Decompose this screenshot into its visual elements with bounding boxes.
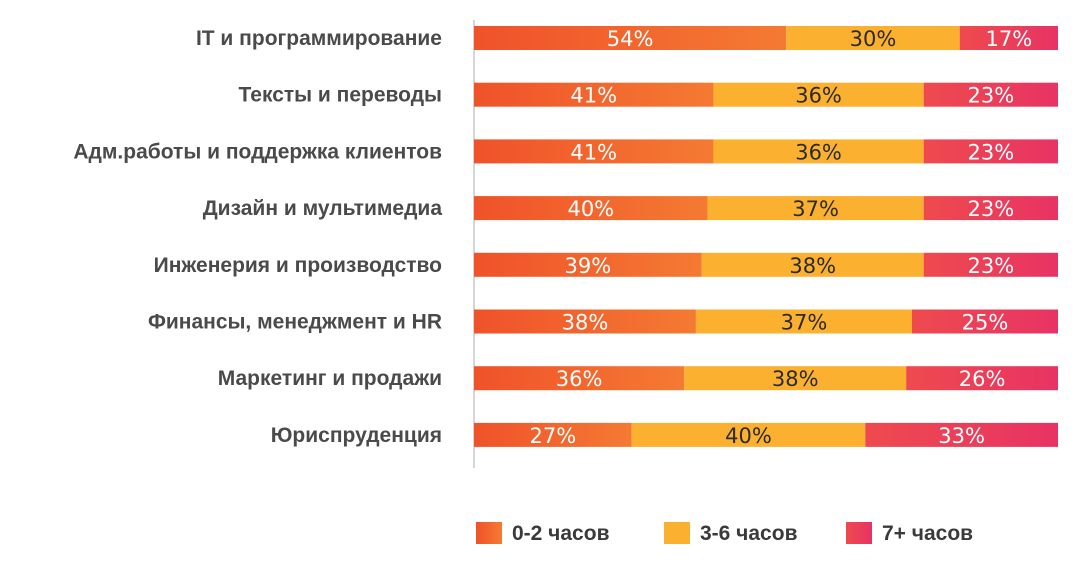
bar-row: 40% 37% 23% (474, 196, 1058, 221)
bar-segment-1 (474, 196, 708, 221)
bar-value-label: 39% (565, 254, 612, 278)
bar-row: 27% 40% 33% (474, 422, 1058, 448)
bar-segment-1 (474, 252, 702, 277)
bar-value-label: 40% (725, 424, 772, 448)
bar-segment-2 (701, 252, 924, 277)
bar-value-label: 37% (792, 197, 839, 221)
category-label: Финансы, менеджмент и HR (148, 311, 442, 334)
legend-swatch (476, 522, 502, 544)
bar-segment-1 (474, 422, 632, 447)
bar-row: 36% 38% 26% (474, 366, 1058, 391)
category-label: Инженерия и производство (154, 254, 442, 277)
bar-segment-2 (786, 26, 960, 50)
bar-segment-2 (707, 196, 924, 221)
bar-segment-1 (474, 82, 714, 107)
bar-value-label: 23% (967, 197, 1014, 221)
bar-value-label: 26% (959, 367, 1006, 391)
category-label: Адм.работы и поддержка клиентов (73, 140, 442, 163)
legend-label: 0-2 часов (512, 522, 610, 545)
legend-label: 3-6 часов (700, 522, 798, 545)
bar-segment-1 (474, 26, 787, 50)
bar-value-label: 38% (789, 254, 836, 278)
legend-item-2: 3-6 часов (664, 522, 798, 545)
bars: 54% 30% 17%41% 36% 23%41% 36% 23%40% 37% 23%39% 3… (474, 26, 1058, 448)
bar-row: 38% 37% 25% (474, 309, 1058, 335)
bar-segment-3 (923, 196, 1058, 221)
legend-swatch (664, 522, 690, 544)
category-label: IT и программирование (196, 27, 442, 50)
bar-row: 41% 36% 23% (474, 139, 1058, 164)
bar-row: 54% 30% 17% (474, 26, 1058, 51)
bar-segment-3 (923, 252, 1058, 277)
legend-swatch (846, 522, 872, 544)
bar-segment-1 (474, 309, 696, 334)
bar-value-label: 36% (556, 367, 603, 391)
bar-value-label: 40% (567, 197, 614, 221)
bar-row: 39% 38% 23% (474, 252, 1058, 278)
bar-row: 41% 36% 23% (474, 82, 1058, 108)
bar-value-label: 41% (570, 140, 617, 164)
bar-segment-2 (713, 82, 924, 107)
bar-segment-3 (959, 26, 1058, 50)
legend-item-1: 0-2 часов (476, 522, 610, 545)
bar-value-label: 54% (607, 27, 654, 51)
category-label: Дизайн и мультимедиа (203, 197, 443, 220)
bar-value-label: 38% (562, 311, 609, 335)
bar-segment-3 (912, 309, 1058, 334)
bar-segment-2 (631, 422, 866, 447)
category-label: Тексты и переводы (239, 84, 443, 107)
legend-label: 7+ часов (882, 522, 973, 545)
category-label: Маркетинг и продажи (218, 367, 442, 390)
bar-value-label: 23% (967, 254, 1014, 278)
bar-segment-1 (474, 366, 685, 391)
bar-segment-1 (474, 139, 714, 164)
bar-value-label: 37% (781, 311, 828, 335)
category-label: Юриспруденция (271, 424, 442, 447)
bar-segment-3 (906, 366, 1058, 391)
category-labels: IT и программирование Тексты и переводы Ад… (73, 27, 442, 447)
bar-segment-3 (923, 139, 1058, 164)
bar-value-label: 27% (529, 424, 576, 448)
bar-value-label: 38% (772, 367, 819, 391)
bar-value-label: 36% (795, 140, 842, 164)
bar-value-label: 36% (795, 84, 842, 108)
bar-value-label: 17% (986, 27, 1033, 51)
bar-segment-2 (695, 309, 912, 334)
bar-value-label: 41% (570, 84, 617, 108)
bar-value-label: 23% (967, 140, 1014, 164)
bar-segment-2 (713, 139, 924, 164)
legend: 0-2 часов 3-6 часов 7+ часов (476, 522, 973, 545)
bar-segment-3 (923, 82, 1058, 107)
bar-segment-3 (865, 422, 1058, 447)
legend-item-3: 7+ часов (846, 522, 973, 545)
bar-segment-2 (684, 366, 907, 391)
bar-value-label: 30% (850, 27, 897, 51)
bar-value-label: 25% (962, 311, 1009, 335)
bar-value-label: 23% (967, 84, 1014, 108)
bar-value-label: 33% (938, 424, 985, 448)
